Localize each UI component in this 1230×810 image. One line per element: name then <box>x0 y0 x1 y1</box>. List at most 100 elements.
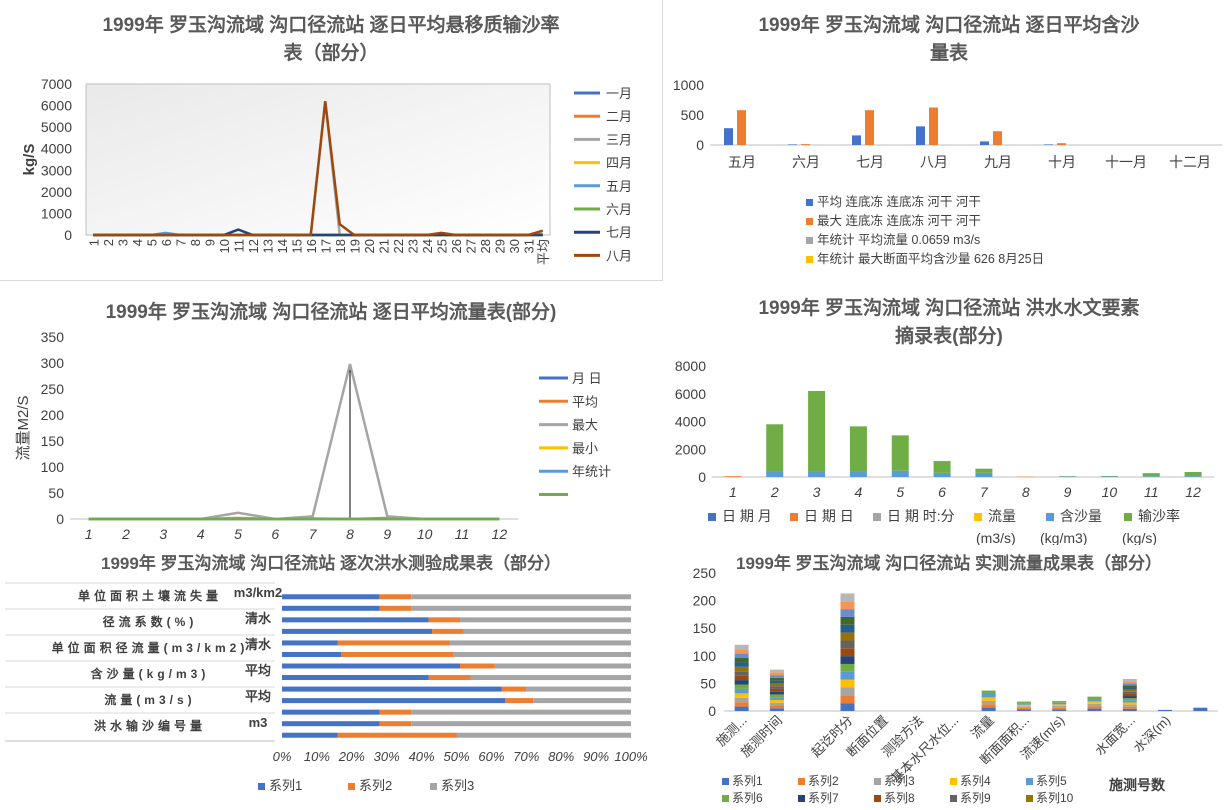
bar-segment <box>769 694 784 698</box>
bar-segment <box>1122 681 1137 684</box>
legend-swatch <box>790 513 798 521</box>
x-tick-label: 100% <box>614 749 647 764</box>
x-tick-label: 4 <box>130 239 145 246</box>
x-tick-label: 18 <box>333 239 348 253</box>
legend-label: 一月 <box>606 86 632 101</box>
y-tick-label: 250 <box>41 381 65 397</box>
bar-segment <box>981 707 996 711</box>
flood-measurement-chart: 1999年 罗玉沟流域 沟口径流站 逐次洪水测验成果表（部分） 0% 10% 20%… <box>0 545 662 810</box>
x-tick-label: 9 <box>383 526 391 542</box>
x-tick-label: 平均 <box>536 239 551 265</box>
bar-segment <box>1122 698 1137 701</box>
legend-label: 七月 <box>606 225 632 240</box>
bar-segment <box>734 671 749 676</box>
bar-segment <box>501 686 527 692</box>
legend-swatch <box>873 513 881 521</box>
chart-title: 1999年 罗玉沟流域 沟口径流站 逐日平均含沙 <box>758 15 1140 36</box>
bar-segment <box>769 691 784 695</box>
bar-segment <box>769 699 784 703</box>
bar-segment <box>449 640 631 646</box>
bar-segment <box>379 605 412 611</box>
y-tick-label: 1000 <box>41 205 72 221</box>
x-tick-label: 70% <box>513 749 539 764</box>
bar-0 <box>724 128 733 145</box>
x-tick-label: 4 <box>855 484 863 500</box>
bar-segment <box>734 702 749 707</box>
bar-segment <box>734 706 749 711</box>
bar-segment <box>1087 696 1102 700</box>
y-tick-label: 0 <box>56 511 64 527</box>
chart-title-line2: 量表 <box>929 43 968 64</box>
x-tick-label: 10 <box>217 239 232 253</box>
chart-title: 1999年 罗玉沟流域 沟口径流站 逐次洪水测验成果表（部分） <box>101 554 561 573</box>
legend-swatch <box>1124 513 1132 521</box>
legend-label: 平均 连底冻 连底冻 河干 河干 <box>817 194 981 209</box>
x-tick-label: 80% <box>548 749 574 764</box>
y-tick-label: 8000 <box>675 358 706 374</box>
bar-segment <box>282 663 460 669</box>
category-unit: m3/km2 <box>234 585 282 600</box>
bar-segment <box>341 651 454 657</box>
legend-label-line2: (kg/m3) <box>1040 530 1087 546</box>
y-tick-label: 1000 <box>673 77 704 93</box>
bar-segment <box>769 702 784 706</box>
bar-segment <box>470 675 631 681</box>
x-tick-label: 水深(m) <box>1130 713 1173 756</box>
category-label: 单位面积径流量(m3/km2) <box>52 640 249 655</box>
series-line-八月 <box>93 101 544 237</box>
bar-segment <box>734 653 749 659</box>
bar-segment <box>981 697 996 701</box>
x-tick-label: 3 <box>115 239 130 246</box>
chart-title: 1999年 罗玉沟流域 沟口径流站 逐日平均悬移质输沙率 <box>102 15 560 36</box>
bar-segment <box>734 649 749 654</box>
bar-segment <box>379 709 412 715</box>
x-tick-label: 5 <box>896 484 904 500</box>
bar-plot: 0% 10% 20% 30% 40% 50% 60% 70% 80% 90% 100% m3/km2 单… <box>5 582 648 793</box>
bar-segment <box>337 732 457 738</box>
bar-segment <box>1052 701 1067 703</box>
y-tick-label: 6000 <box>675 386 706 402</box>
bar-segment <box>891 435 909 471</box>
bar-segment <box>1052 706 1067 708</box>
legend-swatch <box>430 783 437 790</box>
bar-segment <box>1122 693 1137 697</box>
x-tick-label: 1 <box>85 526 93 542</box>
x-tick-label: 八月 <box>920 154 948 170</box>
bar-segment <box>981 690 996 694</box>
bar-segment <box>981 700 996 705</box>
series-line <box>88 363 500 521</box>
bar-segment <box>769 677 784 681</box>
chart-title: 1999年 罗玉沟流域 沟口径流站 实测流量成果表（部分） <box>736 554 1162 573</box>
y-tick-label: 50 <box>48 485 64 501</box>
x-tick-label: 10 <box>1102 484 1118 500</box>
x-tick-label: 6 <box>159 239 174 246</box>
y-tick-label: 200 <box>41 407 65 423</box>
bar-segment <box>734 684 749 689</box>
bar-segment <box>840 695 855 704</box>
bar-segment <box>1158 709 1173 711</box>
legend-swatch <box>722 778 729 785</box>
y-tick-label: 500 <box>681 107 705 123</box>
x-tick-label: 90% <box>583 749 609 764</box>
bar-segment <box>891 470 909 477</box>
category-unit: m3 <box>249 715 268 730</box>
bar-segment <box>282 617 429 623</box>
bar-segment <box>505 698 534 704</box>
x-tick-label: 11 <box>1144 484 1159 500</box>
y-tick-label: 4000 <box>675 414 706 430</box>
bar-segment <box>981 693 996 698</box>
x-tick-label: 7 <box>980 484 989 500</box>
daily-sediment-chart: 1999年 罗玉沟流域 沟口径流站 逐日平均悬移质输沙率 表（部分） 0 1000… <box>0 0 663 281</box>
legend-label: 系列7 <box>808 791 839 805</box>
legend-swatch <box>798 778 805 785</box>
bar-segment <box>1122 708 1137 711</box>
measured-flow-chart: 1999年 罗玉沟流域 沟口径流站 实测流量成果表（部分） 0 50 100 150 2… <box>668 545 1230 810</box>
bar-segment <box>734 675 749 681</box>
y-tick-label: 0 <box>696 137 704 153</box>
legend-label: 系列1 <box>269 778 302 793</box>
bar-segment <box>769 697 784 700</box>
legend-swatch <box>874 795 881 802</box>
chart-title-line2: 表（部分） <box>283 43 379 64</box>
x-tick-label: 七月 <box>856 154 884 170</box>
